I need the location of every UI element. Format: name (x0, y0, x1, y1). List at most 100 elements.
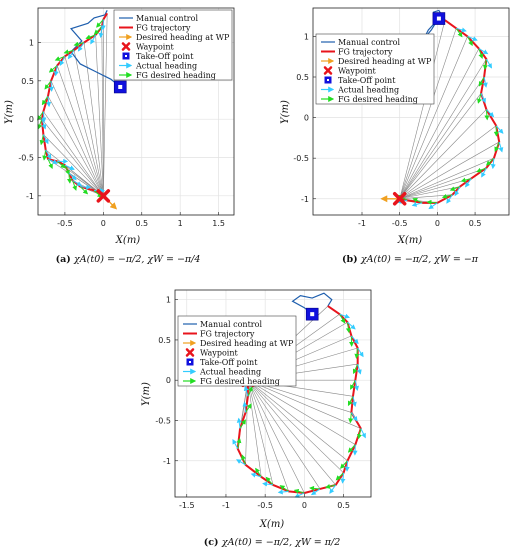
fg-desired-heading-arrow (39, 134, 45, 146)
actual-heading-arrow (72, 180, 83, 187)
guidance-ray (95, 34, 104, 196)
fg-desired-heading-arrow (236, 437, 242, 449)
legend-box (315, 33, 435, 105)
actual-heading-arrow (486, 109, 495, 118)
guidance-ray (247, 380, 336, 486)
guidance-ray (247, 379, 344, 474)
fg-desired-heading-arrow (48, 65, 58, 73)
fg-desired-heading-arrow (255, 467, 262, 478)
guidance-ray (399, 76, 485, 199)
axes-frame (174, 289, 372, 498)
actual-heading-arrow (411, 202, 423, 207)
legend-entry: FG trajectory (338, 48, 393, 57)
actual-heading-arrow (47, 158, 58, 164)
legend-entry: Take-Off point (200, 358, 258, 367)
fg-desired-heading-arrow (54, 55, 66, 61)
fg-desired-heading-arrow (494, 141, 500, 152)
guidance-ray (247, 380, 262, 477)
actual-heading-arrow (67, 49, 75, 60)
fg-desired-heading-arrow (467, 36, 473, 47)
guidance-ray (247, 379, 361, 429)
fg-desired-heading-arrow (460, 177, 472, 183)
legend-key (122, 52, 130, 60)
fg-desired-heading-arrow (279, 485, 289, 492)
panel-caption: (a) χA(t0) = −π/2, χW = −π/4 (56, 254, 201, 265)
fg-desired-heading-arrow (41, 95, 49, 106)
fg-desired-heading-arrow (485, 157, 495, 166)
fg-desired-heading-arrow (96, 19, 104, 28)
y-axis-label: Y(m) (4, 100, 15, 124)
x-tick-label: 0.5 (469, 219, 482, 228)
legend-entry: Manual control (136, 14, 198, 23)
fg-desired-heading-arrow (478, 76, 485, 87)
fg-desired-heading-arrow (478, 48, 484, 59)
fg-desired-heading-arrow (309, 485, 321, 491)
actual-heading-arrow (354, 380, 359, 391)
actual-heading-arrow (465, 178, 472, 188)
guidance-ray (399, 167, 487, 200)
axes-frame (37, 7, 235, 216)
actual-heading-arrow (242, 401, 248, 413)
actual-heading-arrow (482, 76, 488, 88)
actual-heading-arrow (351, 396, 357, 408)
takeoff-marker-center (436, 16, 441, 21)
actual-heading-arrow (467, 35, 478, 41)
x-axis-label: X(m) (397, 235, 423, 246)
guidance-ray (247, 380, 289, 492)
actual-heading-arrow (428, 202, 438, 210)
chart-panel-a: -0.5 0 0.5 1 1.5 1 0.5 0 -0.5 -1 X(m) Y(m) Manual co… (4, 7, 235, 265)
caption-letter: (a) (56, 254, 74, 265)
guidance-ray (101, 27, 104, 196)
fg-desired-heading-arrow (455, 28, 463, 38)
guidance-ray (64, 56, 104, 196)
series-manual-control (423, 9, 446, 40)
fg-desired-heading-arrow (47, 158, 53, 170)
fg-desired-heading-arrow (239, 419, 246, 429)
legend-box (177, 315, 297, 387)
fg-desired-heading-arrow (345, 322, 351, 334)
actual-heading-arrow (68, 172, 77, 181)
legend-key (185, 348, 195, 357)
fg-desired-heading-arrow (347, 396, 354, 407)
fg-desired-heading-arrow (354, 347, 360, 359)
actual-heading-arrow (41, 118, 47, 130)
caption-math: χA(t0) = −π/2, χW = π/2 (221, 537, 340, 548)
actual-heading-arrow (481, 167, 487, 178)
guidance-ray (399, 48, 480, 199)
actual-heading-arrow (59, 56, 66, 67)
fg-desired-heading-arrow (42, 149, 48, 161)
x-axis-label: X(m) (115, 235, 141, 246)
actual-heading-arrow (351, 335, 359, 345)
x-tick-label: -0.5 (392, 219, 408, 228)
legend-entry: Desired heading at WP (136, 33, 230, 42)
guidance-ray (50, 80, 104, 196)
x-tick-label: 1.5 (212, 219, 225, 228)
y-tick-label: -0.5 (18, 154, 34, 163)
actual-heading-arrow (485, 58, 492, 69)
guidance-ray (41, 118, 104, 197)
fg-desired-heading-arrow (352, 363, 359, 375)
actual-heading-arrow (310, 488, 321, 496)
actual-heading-arrow (454, 186, 461, 197)
legend-entry: Actual heading (199, 368, 261, 377)
y-tick-label: 0 (304, 114, 309, 123)
actual-heading-arrow (277, 489, 289, 495)
actual-heading-arrow (357, 347, 364, 358)
guidance-ray (399, 178, 472, 200)
waypoint-marker (96, 189, 111, 203)
x-tick-label: 0 (101, 219, 106, 228)
series-manual-control (291, 292, 333, 315)
y-tick-label: 1 (29, 39, 34, 48)
legend-key (323, 66, 333, 75)
actual-heading-arrow (347, 321, 356, 330)
legend-entry: Actual heading (135, 62, 197, 71)
panel-caption: (b) χA(t0) = −π/2, χW = −π (342, 254, 479, 265)
caption-math: χA(t0) = −π/2, χW = −π/4 (73, 254, 200, 265)
fg-desired-heading-arrow (347, 444, 356, 453)
fg-desired-heading-arrow (64, 164, 70, 176)
actual-heading-arrow (490, 158, 496, 170)
guidance-ray (399, 157, 495, 200)
actual-heading-arrow (243, 385, 249, 397)
actual-heading-arrow (236, 459, 246, 466)
